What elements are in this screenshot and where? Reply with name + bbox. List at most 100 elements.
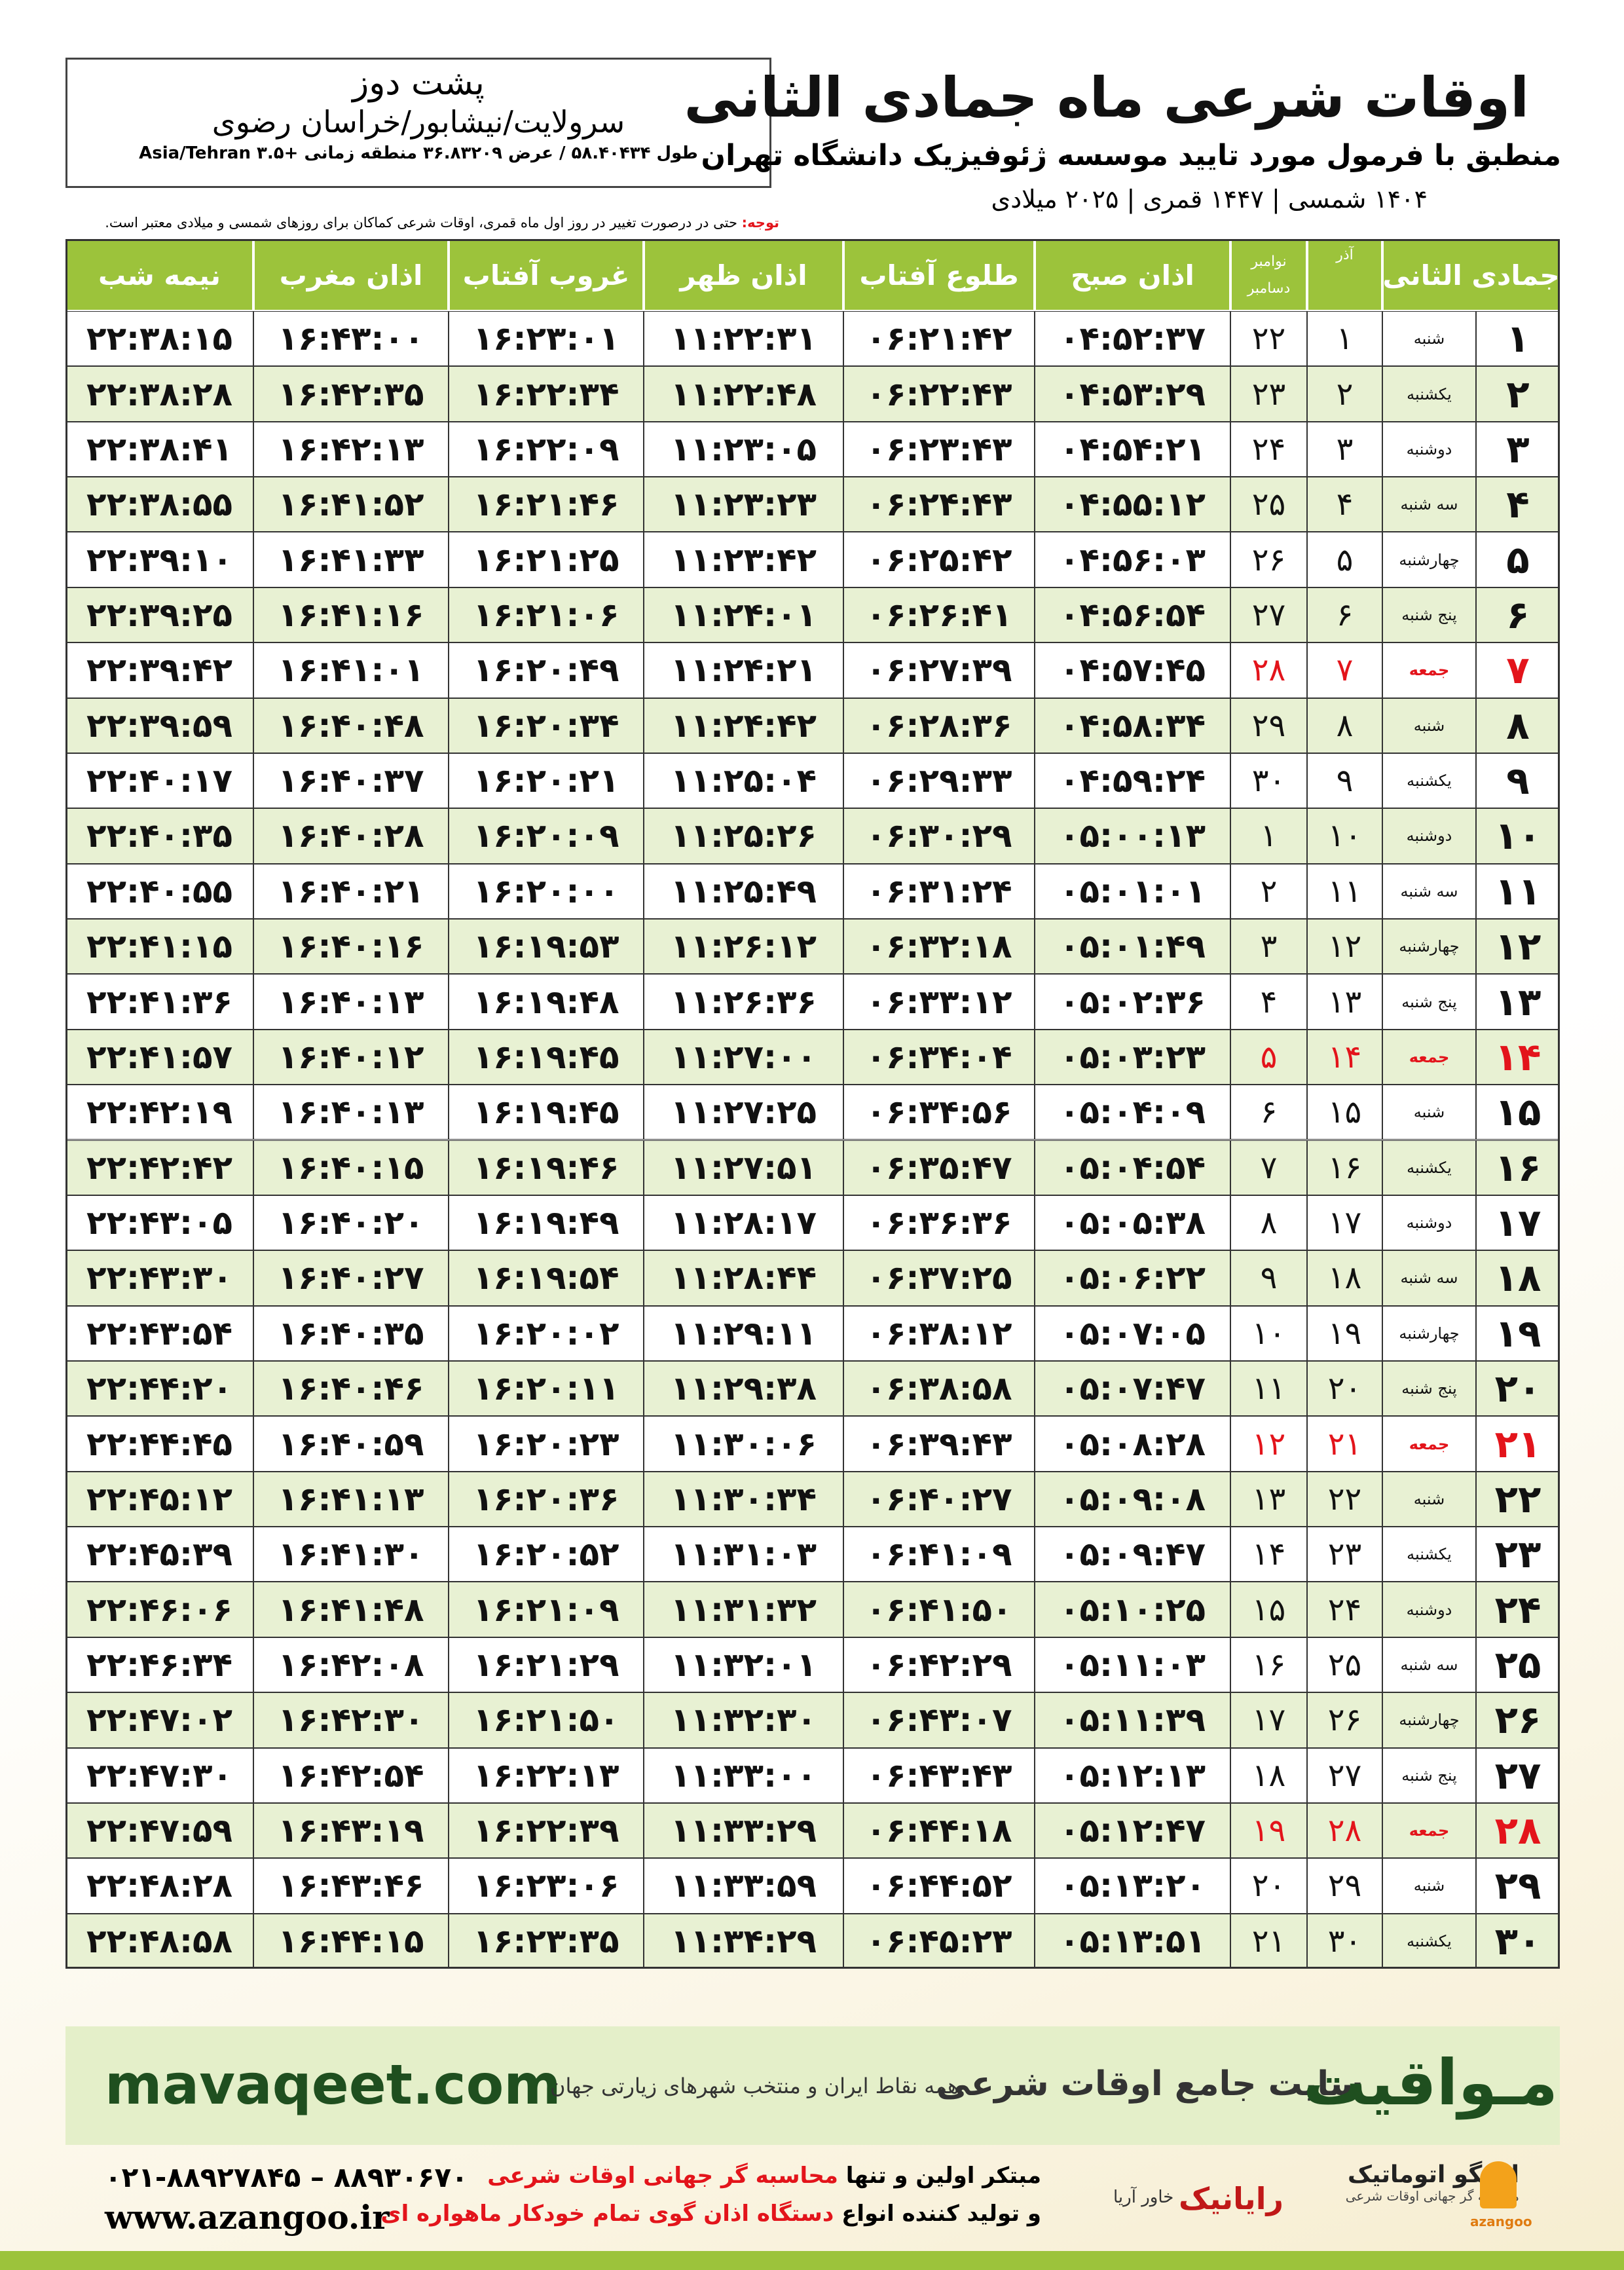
time-cell: ۱۶:۲۰:۰۹ bbox=[449, 808, 644, 864]
date-cell: ۳ bbox=[1230, 919, 1307, 975]
time-cell: ۲۲:۴۳:۵۴ bbox=[65, 1305, 253, 1361]
date-cell: ۱۵ bbox=[1230, 1582, 1307, 1637]
time-cell: ۱۶:۴۳:۰۰ bbox=[253, 311, 449, 367]
header-label: نوامبر bbox=[1251, 253, 1287, 270]
time-cell: ۱۱:۳۲:۰۱ bbox=[644, 1637, 843, 1693]
date-cell: ۲۹ bbox=[1307, 1858, 1382, 1914]
time-cell: ۱۶:۴۱:۳۰ bbox=[253, 1527, 449, 1582]
date-cell: ۲۲ bbox=[1230, 311, 1307, 367]
note-text: حتی در درصورت تغییر در روز اول ماه قمری،… bbox=[105, 215, 737, 231]
time-cell: ۱۱:۳۳:۰۰ bbox=[644, 1747, 843, 1803]
date-cell: دوشنبه bbox=[1382, 1582, 1476, 1637]
time-cell: ۰۶:۳۳:۱۲ bbox=[843, 974, 1035, 1030]
date-cell: ۲۴ bbox=[1307, 1582, 1382, 1637]
date-cell: ۳ bbox=[1476, 421, 1560, 477]
time-cell: ۰۵:۱۳:۲۰ bbox=[1035, 1858, 1230, 1914]
time-cell: ۰۵:۰۵:۳۸ bbox=[1035, 1195, 1230, 1251]
time-cell: ۱۶:۴۱:۱۶ bbox=[253, 587, 449, 643]
banner-brand: مـواقیت bbox=[1303, 2046, 1559, 2119]
time-cell: ۲۲:۴۰:۱۷ bbox=[65, 753, 253, 809]
time-cell: ۱۶:۴۱:۰۱ bbox=[253, 642, 449, 698]
date-cell: ۲۸ bbox=[1476, 1802, 1560, 1859]
time-cell: ۲۲:۴۷:۰۲ bbox=[65, 1692, 253, 1748]
date-cell: ۱۷ bbox=[1476, 1195, 1560, 1251]
time-cell: ۰۶:۳۰:۲۹ bbox=[843, 808, 1035, 864]
time-cell: ۰۶:۳۶:۳۶ bbox=[843, 1195, 1035, 1251]
date-cell: چهارشنبه bbox=[1382, 1692, 1476, 1748]
date-cell: ۳۰ bbox=[1230, 753, 1307, 809]
date-cell: ۱۶ bbox=[1307, 1140, 1382, 1195]
banner-url: mavaqeet.com bbox=[105, 2053, 561, 2117]
bottom-bar bbox=[0, 2251, 1624, 2270]
time-cell: ۱۶:۲۲:۳۹ bbox=[449, 1802, 644, 1859]
time-cell: ۰۴:۵۳:۲۹ bbox=[1035, 366, 1230, 422]
date-cell: ۱۹ bbox=[1476, 1305, 1560, 1361]
time-cell: ۱۱:۳۱:۰۳ bbox=[644, 1527, 843, 1582]
date-cell: ۱۷ bbox=[1230, 1692, 1307, 1748]
date-cell: ۱۸ bbox=[1230, 1747, 1307, 1803]
header-cell: غروب آفتاب bbox=[449, 239, 644, 311]
time-cell: ۰۶:۴۴:۵۲ bbox=[843, 1858, 1035, 1914]
time-cell: ۰۵:۱۲:۱۳ bbox=[1035, 1747, 1230, 1803]
time-cell: ۲۲:۴۸:۲۸ bbox=[65, 1858, 253, 1914]
date-cell: ۲۹ bbox=[1476, 1858, 1560, 1914]
time-cell: ۱۱:۲۶:۳۶ bbox=[644, 974, 843, 1030]
time-cell: ۱۶:۴۰:۴۸ bbox=[253, 698, 449, 753]
date-cell: شنبه bbox=[1382, 1471, 1476, 1527]
time-cell: ۱۱:۲۲:۴۸ bbox=[644, 366, 843, 422]
date-cell: ۱ bbox=[1230, 808, 1307, 864]
date-cell: ۱۱ bbox=[1476, 863, 1560, 920]
time-cell: ۰۵:۰۶:۲۲ bbox=[1035, 1250, 1230, 1306]
time-cell: ۱۱:۳۳:۵۹ bbox=[644, 1858, 843, 1914]
time-cell: ۱۶:۴۱:۴۸ bbox=[253, 1582, 449, 1637]
time-cell: ۲۲:۴۶:۳۴ bbox=[65, 1637, 253, 1693]
time-cell: ۱۶:۲۰:۱۱ bbox=[449, 1360, 644, 1417]
time-cell: ۱۶:۲۰:۰۰ bbox=[449, 863, 644, 920]
date-cell: ۱۳ bbox=[1476, 974, 1560, 1030]
time-cell: ۰۶:۳۲:۱۸ bbox=[843, 919, 1035, 975]
date-cell: ۵ bbox=[1230, 1029, 1307, 1085]
date-cell: ۶ bbox=[1307, 587, 1382, 643]
date-cell: ۲۳ bbox=[1476, 1527, 1560, 1582]
time-cell: ۱۱:۲۶:۱۲ bbox=[644, 919, 843, 975]
header-cell: نیمه شب bbox=[65, 239, 253, 311]
banner-site-name: سایت جامع اوقات شرعی bbox=[936, 2064, 1363, 2104]
time-cell: ۰۵:۰۱:۰۱ bbox=[1035, 863, 1230, 920]
time-cell: ۲۲:۴۲:۴۲ bbox=[65, 1140, 253, 1195]
time-cell: ۱۶:۱۹:۵۴ bbox=[449, 1250, 644, 1306]
time-cell: ۱۶:۲۳:۰۱ bbox=[449, 311, 644, 367]
time-cell: ۲۲:۳۸:۱۵ bbox=[65, 311, 253, 367]
time-cell: ۱۶:۲۱:۴۶ bbox=[449, 477, 644, 532]
date-cell: ۲۱ bbox=[1307, 1416, 1382, 1472]
time-cell: ۰۴:۵۶:۵۴ bbox=[1035, 587, 1230, 643]
time-cell: ۰۵:۰۴:۰۹ bbox=[1035, 1085, 1230, 1140]
date-cell: ۲۷ bbox=[1307, 1747, 1382, 1803]
header-cell: آذر bbox=[1307, 239, 1382, 311]
date-cell: ۲۸ bbox=[1307, 1802, 1382, 1859]
date-cell: ۷ bbox=[1307, 642, 1382, 698]
time-cell: ۱۶:۴۱:۵۲ bbox=[253, 477, 449, 532]
location-region: سرولایت/نیشابور/خراسان رضوی bbox=[212, 104, 625, 140]
date-cell: ۱۴ bbox=[1476, 1029, 1560, 1085]
date-cell: ۲۴ bbox=[1230, 421, 1307, 477]
date-cell: ۱۳ bbox=[1230, 1471, 1307, 1527]
date-cell: ۵ bbox=[1476, 532, 1560, 587]
time-cell: ۱۱:۲۵:۲۶ bbox=[644, 808, 843, 864]
time-cell: ۰۶:۳۴:۰۴ bbox=[843, 1029, 1035, 1085]
time-cell: ۱۶:۴۰:۱۲ bbox=[253, 1029, 449, 1085]
time-cell: ۱۶:۴۲:۵۴ bbox=[253, 1747, 449, 1803]
time-cell: ۱۶:۲۱:۰۹ bbox=[449, 1582, 644, 1637]
time-cell: ۰۵:۰۹:۰۸ bbox=[1035, 1471, 1230, 1527]
time-cell: ۰۶:۳۹:۴۳ bbox=[843, 1416, 1035, 1472]
date-cell: ۹ bbox=[1307, 753, 1382, 809]
time-cell: ۰۶:۲۱:۴۲ bbox=[843, 311, 1035, 367]
date-cell: ۲۹ bbox=[1230, 698, 1307, 753]
date-cell: ۴ bbox=[1230, 974, 1307, 1030]
date-cell: ۳۰ bbox=[1307, 1913, 1382, 1969]
date-cell: شنبه bbox=[1382, 1858, 1476, 1914]
phones: ۰۲۱-۸۸۹۲۷۸۴۵ – ۸۸۹۳۰۶۷۰ bbox=[105, 2161, 468, 2193]
time-cell: ۲۲:۴۰:۵۵ bbox=[65, 863, 253, 920]
time-cell: ۰۴:۵۷:۴۵ bbox=[1035, 642, 1230, 698]
date-cell: دوشنبه bbox=[1382, 1195, 1476, 1251]
